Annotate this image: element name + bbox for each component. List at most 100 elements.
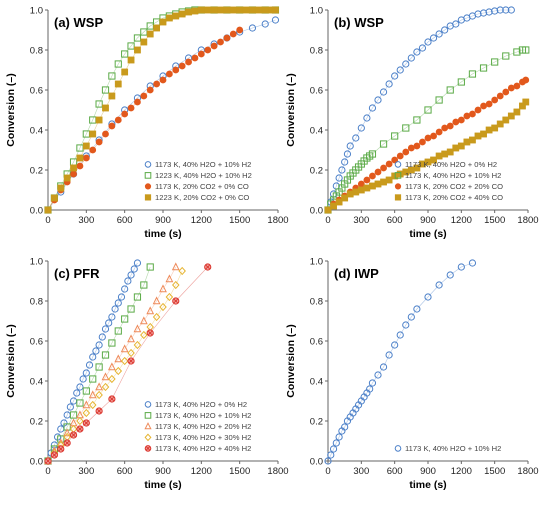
data-point (121, 285, 129, 293)
data-point (89, 353, 97, 361)
x-tick-label: 0 (325, 466, 330, 477)
data-point (242, 6, 250, 14)
x-tick-label: 1800 (267, 466, 288, 477)
data-point (324, 206, 332, 214)
data-point (120, 356, 129, 366)
legend-marker (394, 172, 402, 179)
x-axis-title: time (s) (409, 228, 446, 240)
data-point (469, 136, 476, 144)
data-point (134, 46, 141, 54)
data-point (261, 6, 269, 14)
data-point (133, 259, 142, 267)
x-tick-label: 1200 (451, 466, 472, 477)
y-axis-title: Conversion (–) (5, 73, 17, 147)
data-point (379, 88, 388, 96)
data-point (76, 399, 84, 407)
legend-marker (144, 183, 152, 190)
legend-marker (144, 445, 152, 452)
data-point (63, 439, 71, 447)
chart-panel-4: 0.0 0.2 0.4 0.6 0.8 1.0 0 300 600 900 1200 1500 1800… (285, 256, 539, 491)
data-point (108, 122, 116, 130)
data-point (485, 8, 493, 16)
data-point (82, 387, 90, 395)
data-point (178, 62, 186, 70)
data-point (127, 104, 135, 112)
data-point (146, 86, 154, 94)
data-point (368, 150, 377, 158)
x-tick-label: 1200 (451, 215, 472, 226)
data-point (430, 156, 437, 164)
data-point (95, 363, 103, 371)
data-point (368, 379, 377, 387)
data-point (229, 6, 237, 14)
panel-title: (b) WSP (334, 15, 384, 30)
data-point (502, 88, 510, 96)
fit-line-1 (327, 262, 473, 462)
data-point (363, 176, 371, 184)
data-point (76, 162, 84, 170)
panel-title: (c) PFR (54, 266, 100, 281)
data-point (146, 329, 154, 337)
data-point (335, 198, 343, 206)
data-point (204, 6, 212, 14)
data-point (95, 341, 103, 349)
fit-line-4 (47, 270, 183, 462)
data-point (114, 354, 123, 363)
data-point (385, 80, 393, 88)
data-point (418, 44, 427, 52)
x-tick-label: 0 (45, 466, 50, 477)
data-point (133, 340, 142, 350)
data-point (172, 280, 180, 290)
data-point (140, 330, 148, 340)
data-point (452, 20, 460, 28)
data-point (171, 262, 180, 271)
data-point (114, 299, 122, 307)
data-point (127, 334, 135, 343)
data-point (330, 202, 337, 210)
data-point (121, 110, 129, 118)
legend-label: 1173 K, 40% H2O + 20% H2 (155, 422, 251, 431)
legend-marker (144, 433, 152, 442)
data-point (457, 142, 465, 150)
data-point (502, 6, 510, 14)
data-point (402, 124, 410, 132)
x-tick-label: 0 (45, 215, 50, 226)
data-point (117, 293, 126, 301)
x-tick-label: 300 (78, 466, 94, 477)
data-point (424, 106, 432, 114)
data-point (272, 6, 279, 14)
data-point (352, 134, 360, 142)
data-point (446, 271, 454, 279)
data-point (63, 428, 72, 437)
data-point (82, 369, 90, 377)
data-point (50, 451, 58, 459)
x-tick-label: 300 (353, 466, 369, 477)
data-point (101, 325, 110, 333)
x-tick-label: 1800 (517, 215, 538, 226)
data-point (435, 30, 443, 38)
fit-line-1 (327, 9, 512, 211)
series-4 (324, 98, 530, 214)
x-tick-label: 600 (387, 215, 403, 226)
chart-panel-2: 0.0 0.2 0.4 0.6 0.8 1.0 0 300 600 900 1200 1500 1800… (285, 5, 539, 240)
data-point (146, 306, 155, 315)
data-point (127, 357, 135, 365)
y-tick-label: 0.2 (30, 416, 43, 427)
data-point (89, 375, 97, 383)
data-point (424, 38, 432, 46)
data-point (85, 361, 94, 369)
data-point (197, 50, 205, 58)
data-point (89, 130, 97, 138)
data-point (82, 408, 91, 418)
data-point (172, 12, 180, 20)
data-point (82, 154, 90, 162)
data-point (249, 6, 256, 14)
data-point (127, 56, 135, 64)
axes-frame (327, 261, 528, 462)
data-point (396, 66, 404, 74)
legend-label: 1223 K, 40% H2O + 10% H2 (155, 171, 252, 180)
data-point (140, 281, 148, 289)
data-point (236, 26, 244, 34)
data-point (435, 96, 443, 104)
data-point (391, 132, 399, 140)
